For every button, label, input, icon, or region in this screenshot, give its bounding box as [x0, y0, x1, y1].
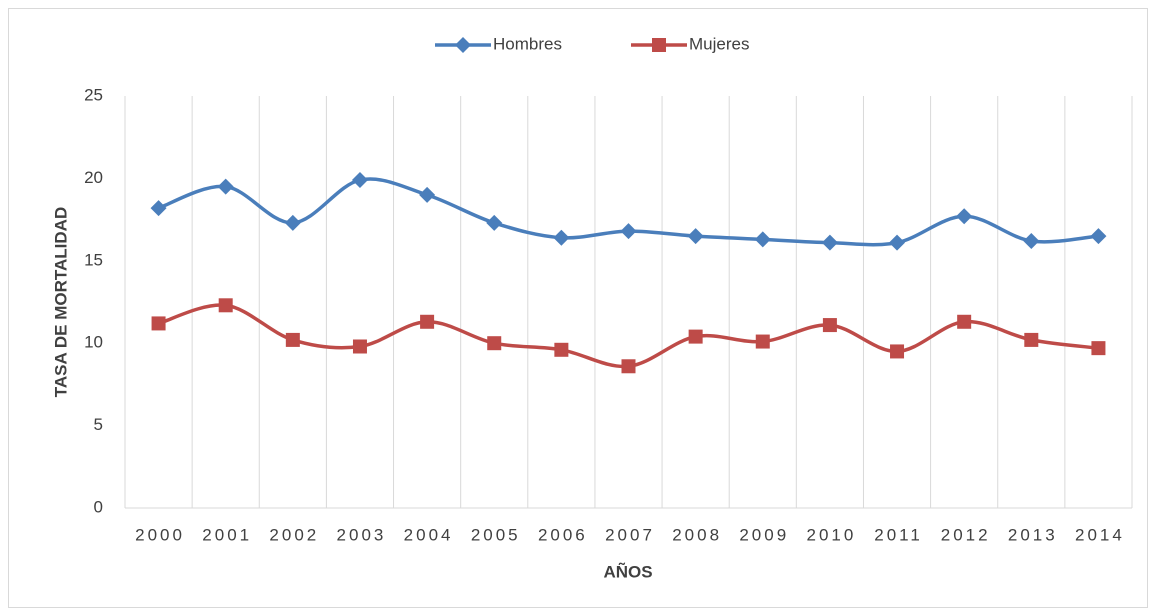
x-tick-label: 2010: [806, 525, 856, 544]
marker: [956, 208, 973, 225]
x-tick-label: 2001: [202, 525, 252, 544]
x-tick-label: 2006: [538, 525, 588, 544]
marker: [889, 234, 906, 251]
y-tick-label: 20: [84, 168, 103, 187]
marker: [621, 359, 636, 374]
marker: [455, 37, 471, 53]
x-tick-label: 2012: [941, 525, 991, 544]
marker: [821, 234, 838, 251]
marker: [486, 214, 503, 231]
marker: [1024, 332, 1039, 347]
marker: [687, 228, 704, 245]
x-tick-label: 2014: [1075, 525, 1125, 544]
marker: [1090, 228, 1107, 245]
y-tick-label: 10: [84, 333, 103, 352]
marker: [755, 334, 770, 349]
x-tick-label: 2004: [404, 525, 454, 544]
marker: [150, 200, 167, 217]
marker: [957, 314, 972, 329]
x-axis-title: AÑOS: [603, 561, 652, 581]
marker: [420, 314, 435, 329]
legend-label: Mujeres: [689, 34, 749, 53]
y-tick-label: 15: [84, 250, 103, 269]
marker: [554, 342, 569, 357]
marker: [284, 214, 301, 231]
x-tick-label: 2005: [471, 525, 521, 544]
marker: [890, 344, 905, 359]
marker: [487, 336, 502, 351]
marker: [352, 339, 367, 354]
x-tick-label: 2013: [1008, 525, 1058, 544]
marker: [553, 229, 570, 246]
marker: [652, 38, 666, 52]
y-axis-title: TASA DE MORTALIDAD: [51, 207, 70, 397]
y-tick-label: 25: [84, 85, 103, 104]
x-tick-label: 2002: [269, 525, 319, 544]
marker: [754, 231, 771, 248]
x-tick-label: 2009: [739, 525, 789, 544]
marker: [285, 332, 300, 347]
marker: [620, 223, 637, 240]
x-tick-label: 2000: [135, 525, 185, 544]
chart-border: [8, 8, 1148, 608]
marker: [217, 178, 234, 195]
marker: [151, 316, 166, 331]
y-tick-label: 0: [94, 497, 103, 516]
marker: [419, 186, 436, 203]
marker: [1023, 233, 1040, 250]
x-tick-label: 2003: [337, 525, 387, 544]
marker: [351, 172, 368, 189]
x-tick-label: 2008: [672, 525, 722, 544]
y-tick-label: 5: [94, 415, 103, 434]
x-tick-label: 2011: [874, 525, 923, 544]
marker: [218, 298, 233, 313]
x-tick-label: 2007: [605, 525, 655, 544]
legend-label: Hombres: [493, 34, 562, 53]
marker: [1091, 341, 1106, 356]
marker: [688, 329, 703, 344]
marker: [822, 318, 837, 333]
